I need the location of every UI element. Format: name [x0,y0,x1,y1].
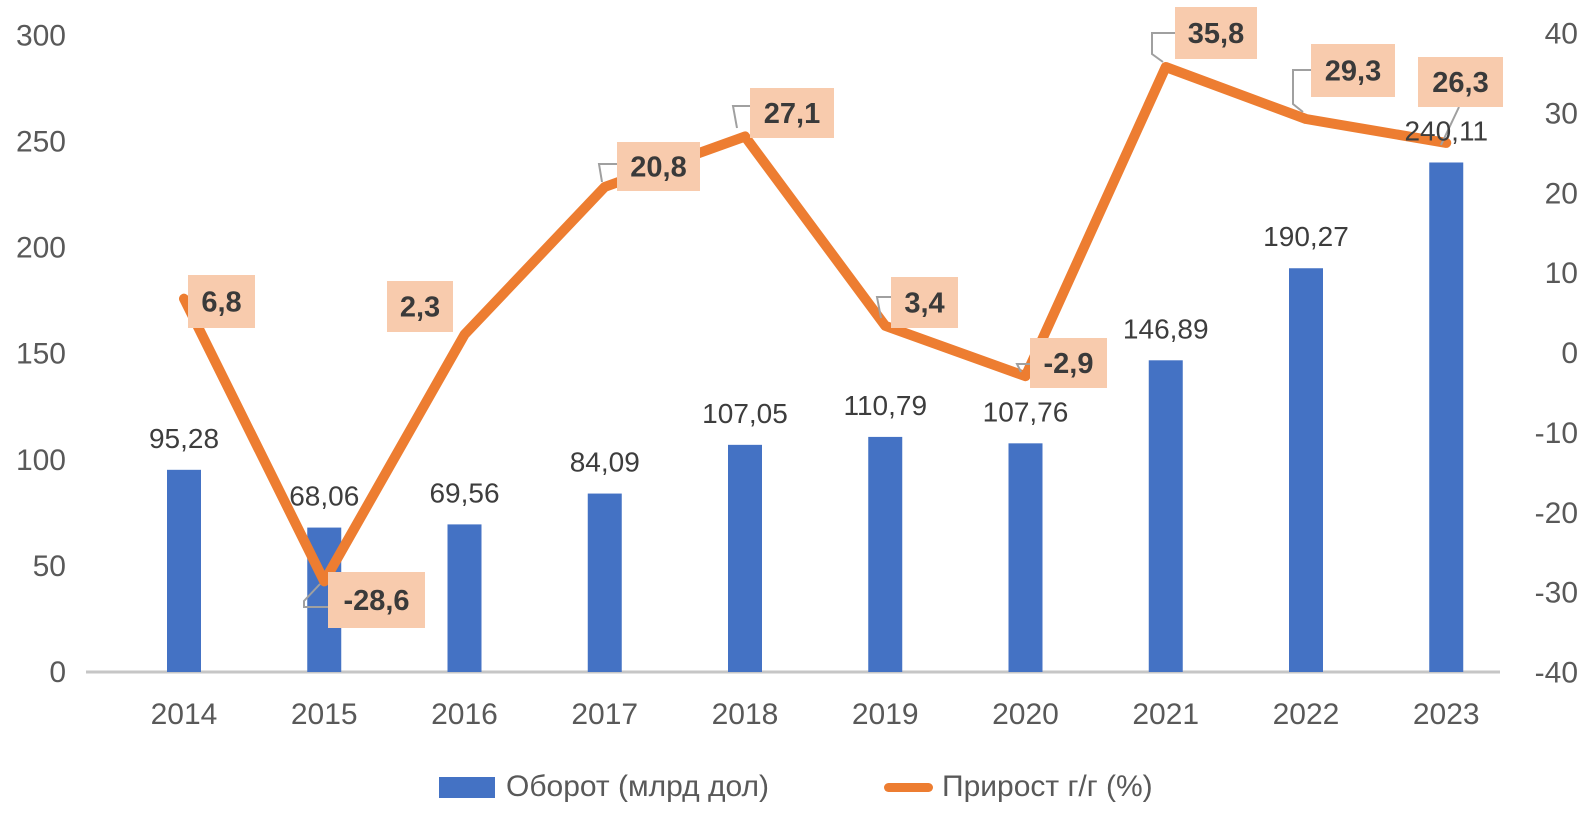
callout-value-2020: -2,9 [1044,348,1094,380]
left-axis-tick: 200 [16,232,66,265]
left-axis-tick: 0 [49,656,66,689]
callout-box-2017 [617,142,700,191]
callout-value-2017: 20,8 [630,152,686,184]
bar-2020 [1008,443,1043,672]
right-axis-tick: -30 [1535,577,1578,610]
bar-value-2022: 190,27 [1263,221,1349,252]
bar-2017 [587,493,622,672]
bar-value-2021: 146,89 [1123,313,1209,344]
right-axis-tick: 30 [1545,97,1578,130]
callout-value-2018: 27,1 [764,98,820,130]
year-label-2014: 2014 [151,698,218,731]
left-axis-tick: 150 [16,338,66,371]
left-axis-tick: 50 [33,550,66,583]
right-axis-tick: -10 [1535,417,1578,450]
right-axis-tick: -40 [1535,657,1578,690]
line-series-swatch [884,782,933,792]
callout-leader-2019 [875,296,891,319]
legend-item-turnover: Оборот (млрд дол) [439,770,769,803]
bar-value-2014: 95,28 [149,423,219,454]
year-label-2022: 2022 [1273,698,1340,731]
year-label-2019: 2019 [852,698,919,731]
bar-2022 [1289,268,1323,672]
bar-value-2015: 68,06 [289,481,359,512]
legend-label-turnover: Оборот (млрд дол) [506,770,769,803]
growth-line [179,62,1452,587]
callout-box-2018 [750,88,834,138]
bar-series-swatch [439,776,495,798]
bar-2016 [447,524,482,672]
callout-box-2021 [1175,7,1257,59]
left-axis-tick: 250 [16,126,66,159]
callout-leader-2018 [731,105,750,129]
year-label-2015: 2015 [291,698,358,731]
callout-leader-2017 [597,163,617,183]
year-label-2021: 2021 [1132,698,1199,731]
callout-leader-2023 [1440,106,1460,146]
callout-box-2014 [188,275,255,328]
bar-value-2023: 240,11 [1404,115,1488,146]
callout-leader-2015 [303,583,328,608]
left-axis-tick: 100 [16,444,66,477]
right-axis-tick: 40 [1545,18,1578,51]
left-axis-tick: 300 [16,19,66,52]
right-axis-tick: 0 [1561,337,1578,370]
year-label-2017: 2017 [571,698,638,731]
callout-value-2022: 29,3 [1325,56,1381,88]
callout-box-2020 [1030,338,1107,388]
callout-value-2021: 35,8 [1188,18,1244,50]
callout-value-2015: -28,6 [343,585,409,617]
bar-value-2017: 84,09 [570,447,640,478]
legend-item-growth: Прирост г/г (%) [884,770,1153,803]
callout-box-2019 [891,277,958,328]
bar-2023 [1429,162,1464,673]
callout-box-2022 [1311,44,1395,97]
bar-2014 [167,469,201,672]
callout-box-2015 [328,572,425,628]
year-label-2023: 2023 [1413,698,1480,731]
callout-leader-2020 [1015,363,1030,373]
callout-value-2019: 3,4 [904,288,944,320]
right-axis-tick: 20 [1545,177,1578,210]
callout-box-2016 [387,281,453,332]
callout-value-2014: 6,8 [201,287,241,319]
bar-2021 [1148,360,1183,672]
bar-2018 [728,444,762,672]
year-label-2020: 2020 [992,698,1059,731]
year-label-2018: 2018 [712,698,779,731]
year-label-2016: 2016 [431,698,498,731]
bar-2019 [868,436,903,672]
bar-value-2018: 107,05 [702,398,788,429]
callout-leader-2022 [1292,69,1311,113]
right-axis-tick: -20 [1535,497,1578,530]
bar-value-2020: 107,76 [983,396,1069,427]
legend-label-growth: Прирост г/г (%) [942,770,1153,803]
bar-value-2016: 69,56 [429,477,499,508]
right-axis-tick: 10 [1545,257,1578,290]
callout-box-2023 [1418,57,1503,107]
callout-value-2016: 2,3 [400,292,440,324]
callout-value-2023: 26,3 [1432,67,1488,99]
callout-leader-2021 [1151,32,1175,63]
bar-value-2019: 110,79 [843,390,927,421]
